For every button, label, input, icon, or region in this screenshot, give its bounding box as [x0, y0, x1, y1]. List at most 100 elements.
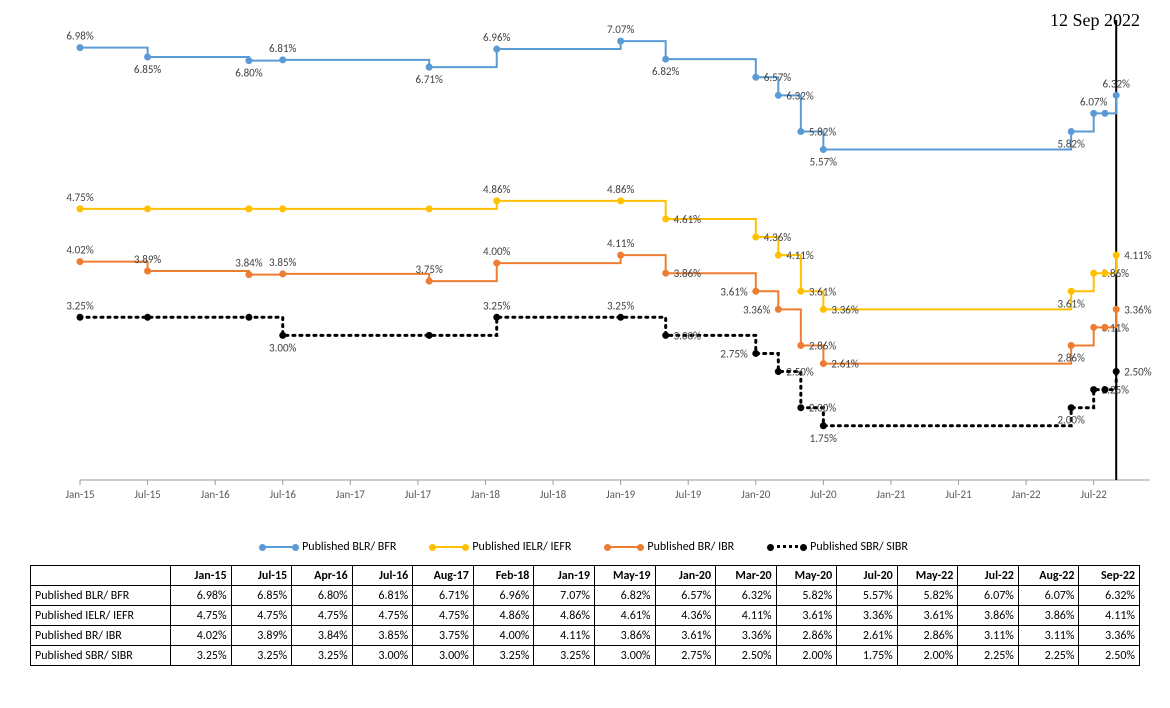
table-cell: 3.61%: [655, 626, 716, 646]
svg-text:4.86%: 4.86%: [483, 183, 511, 196]
legend: Published BLR/ BFR Published IELR/ IEFR Pu…: [0, 538, 1170, 554]
table-cell: 5.57%: [837, 586, 898, 606]
table-cell: 2.86%: [897, 626, 958, 646]
col-header: Jul-16: [352, 566, 413, 586]
table-cell: 7.07%: [534, 586, 595, 606]
table-cell: 1.75%: [837, 646, 898, 666]
table-cell: 6.85%: [231, 586, 292, 606]
col-header: Sep-22: [1079, 566, 1140, 586]
svg-text:4.11%: 4.11%: [607, 237, 635, 250]
svg-text:4.75%: 4.75%: [66, 191, 94, 204]
svg-text:6.85%: 6.85%: [134, 63, 162, 76]
table-cell: 4.75%: [352, 606, 413, 626]
svg-text:2.50%: 2.50%: [1124, 366, 1152, 379]
svg-text:3.25%: 3.25%: [607, 299, 635, 312]
svg-text:Jan-16: Jan-16: [201, 488, 230, 501]
table-cell: 3.25%: [473, 646, 534, 666]
table-cell: 6.82%: [594, 586, 655, 606]
col-header: May-20: [776, 566, 837, 586]
table-cell: 2.86%: [776, 626, 837, 646]
table-cell: 3.11%: [958, 626, 1019, 646]
table-cell: 3.36%: [837, 606, 898, 626]
table-cell: 3.25%: [231, 646, 292, 666]
table-cell: 6.98%: [171, 586, 232, 606]
row-header: Published BR/ IBR: [31, 626, 171, 646]
svg-text:6.32%: 6.32%: [1103, 77, 1131, 90]
svg-text:5.82%: 5.82%: [809, 125, 837, 138]
svg-text:3.85%: 3.85%: [269, 256, 297, 269]
svg-text:2.00%: 2.00%: [809, 402, 837, 415]
svg-text:Jul-16: Jul-16: [270, 488, 297, 501]
svg-text:3.25%: 3.25%: [66, 299, 94, 312]
svg-text:4.02%: 4.02%: [66, 244, 94, 257]
table-cell: 2.25%: [958, 646, 1019, 666]
table-cell: 4.61%: [594, 606, 655, 626]
table-cell: 3.86%: [958, 606, 1019, 626]
svg-text:1.75%: 1.75%: [810, 432, 838, 445]
table-cell: 2.25%: [1018, 646, 1079, 666]
svg-text:Jan-17: Jan-17: [336, 488, 365, 501]
table-cell: 4.36%: [655, 606, 716, 626]
table-cell: 6.71%: [413, 586, 474, 606]
svg-text:6.32%: 6.32%: [786, 89, 814, 102]
table-cell: 3.00%: [413, 646, 474, 666]
legend-item: Published BR/ IBR: [607, 540, 734, 554]
table-cell: 3.86%: [594, 626, 655, 646]
col-header: Jul-15: [231, 566, 292, 586]
col-header: May-19: [594, 566, 655, 586]
table-cell: 4.75%: [292, 606, 353, 626]
table-cell: 3.25%: [171, 646, 232, 666]
table-cell: 3.89%: [231, 626, 292, 646]
svg-text:6.71%: 6.71%: [415, 73, 443, 86]
col-header: Mar-20: [716, 566, 777, 586]
table-cell: 3.85%: [352, 626, 413, 646]
table-row: Published SBR/ SIBR3.25%3.25%3.25%3.00%3…: [31, 646, 1140, 666]
svg-text:5.82%: 5.82%: [1057, 137, 1085, 150]
legend-item: Published BLR/ BFR: [262, 540, 396, 554]
svg-text:Jan-22: Jan-22: [1012, 488, 1041, 501]
table-cell: 4.00%: [473, 626, 534, 646]
svg-text:2.86%: 2.86%: [809, 340, 837, 353]
svg-text:Jan-20: Jan-20: [741, 488, 770, 501]
row-header: Published SBR/ SIBR: [31, 646, 171, 666]
svg-text:4.00%: 4.00%: [483, 245, 511, 258]
svg-text:3.00%: 3.00%: [674, 329, 702, 342]
table-cell: 2.50%: [716, 646, 777, 666]
row-header: Published BLR/ BFR: [31, 586, 171, 606]
table-cell: 6.81%: [352, 586, 413, 606]
table-cell: 4.86%: [473, 606, 534, 626]
table-cell: 6.32%: [716, 586, 777, 606]
table-cell: 6.07%: [958, 586, 1019, 606]
svg-text:4.61%: 4.61%: [674, 213, 702, 226]
svg-text:3.86%: 3.86%: [674, 267, 702, 280]
svg-text:6.98%: 6.98%: [66, 30, 94, 43]
date-stamp: 12 Sep 2022: [1050, 10, 1140, 31]
table-cell: 3.61%: [776, 606, 837, 626]
svg-text:6.82%: 6.82%: [652, 65, 680, 78]
svg-text:6.57%: 6.57%: [764, 71, 792, 84]
table-cell: 3.11%: [1018, 626, 1079, 646]
table-cell: 4.11%: [716, 606, 777, 626]
svg-text:6.96%: 6.96%: [483, 31, 511, 44]
svg-text:Jul-19: Jul-19: [675, 488, 702, 501]
rate-step-chart: Jan-15Jul-15Jan-16Jul-16Jan-17Jul-17Jan-…: [0, 0, 1170, 520]
svg-text:3.89%: 3.89%: [134, 253, 162, 266]
table-cell: 5.82%: [897, 586, 958, 606]
table-cell: 5.82%: [776, 586, 837, 606]
table-cell: 2.61%: [837, 626, 898, 646]
svg-text:Jul-15: Jul-15: [134, 488, 160, 501]
col-header: Jul-22: [958, 566, 1019, 586]
svg-text:6.81%: 6.81%: [269, 42, 297, 55]
table-cell: 3.61%: [897, 606, 958, 626]
legend-label: Published IELR/ IEFR: [472, 540, 571, 554]
svg-text:3.00%: 3.00%: [269, 341, 297, 354]
rate-table: Jan-15Jul-15Apr-16Jul-16Aug-17Feb-18Jan-…: [30, 565, 1140, 666]
legend-item: Published IELR/ IEFR: [432, 540, 571, 554]
svg-text:3.61%: 3.61%: [720, 285, 748, 298]
table-cell: 4.02%: [171, 626, 232, 646]
svg-text:3.36%: 3.36%: [831, 303, 859, 316]
svg-text:4.36%: 4.36%: [764, 231, 792, 244]
svg-text:Jan-18: Jan-18: [471, 488, 500, 501]
svg-text:3.61%: 3.61%: [809, 285, 837, 298]
svg-text:2.50%: 2.50%: [786, 366, 814, 379]
